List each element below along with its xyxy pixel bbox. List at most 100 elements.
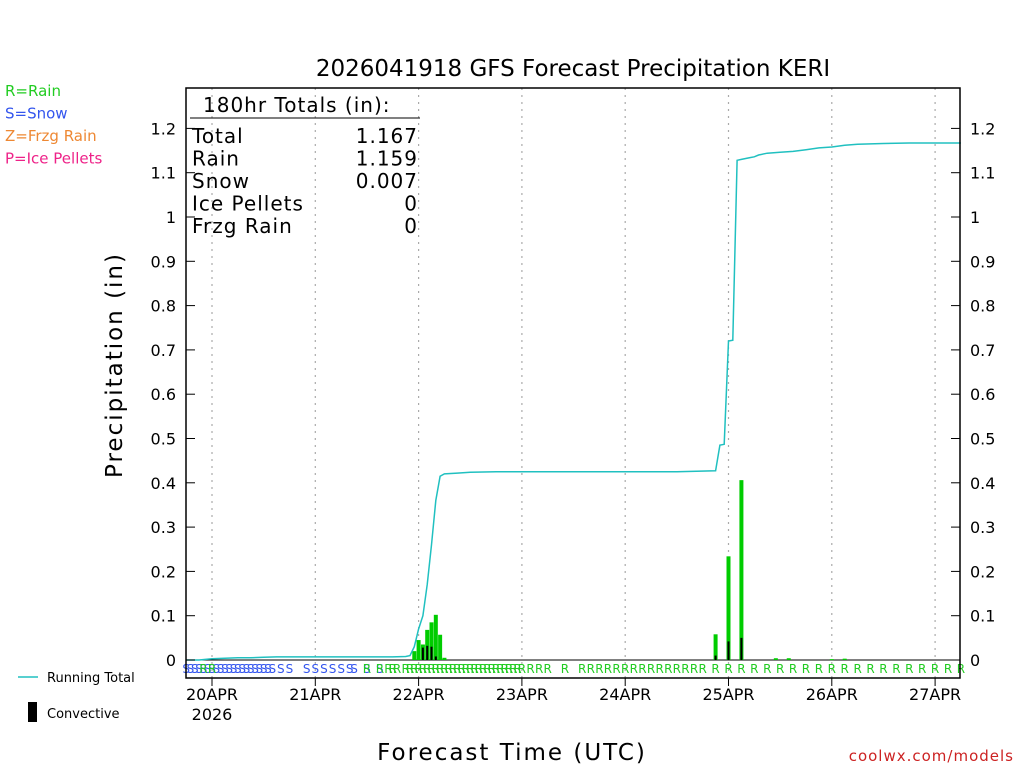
ptype-letter: R bbox=[866, 662, 874, 676]
y-tick-label: 0.8 bbox=[151, 297, 176, 316]
ptype-letter: R bbox=[509, 662, 517, 676]
y-tick-label: 0.4 bbox=[151, 474, 176, 493]
ptype-letter: R bbox=[604, 662, 612, 676]
precip-bar bbox=[773, 658, 778, 660]
year-label: 2026 bbox=[192, 705, 233, 724]
ptype-letter: R bbox=[384, 662, 392, 676]
y-tick-label: 0 bbox=[166, 651, 176, 670]
ptype-letter: R bbox=[578, 662, 586, 676]
ptype-letter: R bbox=[892, 662, 900, 676]
precip-bar bbox=[429, 622, 434, 660]
precip-bar bbox=[713, 634, 718, 660]
ptype-letter: R bbox=[737, 662, 745, 676]
totals-row-label: Total bbox=[191, 124, 244, 148]
x-tick-label: 20APR bbox=[186, 685, 238, 704]
ptype-letter: S bbox=[230, 662, 238, 676]
ptype-letter: R bbox=[815, 662, 823, 676]
ptype-letter: R bbox=[621, 662, 629, 676]
ptype-letter: R bbox=[673, 662, 681, 676]
ptype-letter: R bbox=[544, 662, 552, 676]
legend-convective-swatch bbox=[28, 702, 37, 722]
credit-text: coolwx.com/models bbox=[849, 747, 1014, 765]
y-tick-label: 0.5 bbox=[151, 430, 176, 449]
precip-bar bbox=[425, 629, 430, 660]
y-tick-label: 0.6 bbox=[151, 385, 176, 404]
legend-type-entry: Z=Frzg Rain bbox=[5, 127, 97, 145]
ptype-letter: R bbox=[475, 662, 483, 676]
ptype-letter: S bbox=[337, 662, 345, 676]
convective-bar bbox=[434, 656, 437, 660]
ptype-letter: S bbox=[286, 662, 294, 676]
ptype-letter: R bbox=[535, 662, 543, 676]
ptype-letter: R bbox=[457, 662, 465, 676]
ptype-letter: R bbox=[526, 662, 534, 676]
ptype-letter: R bbox=[944, 662, 952, 676]
precip-bar bbox=[739, 480, 744, 660]
x-axis: 20APR 21APR 22APR 23APR 24APR 25APR 26APR 27APR bbox=[186, 678, 961, 704]
ptype-letter: R bbox=[638, 662, 646, 676]
ptype-letter: R bbox=[879, 662, 887, 676]
x-tick-label: 23APR bbox=[496, 685, 548, 704]
precip-type-legend: R=Rain S=Snow Z=Frzg Rain P=Ice Pellets bbox=[5, 82, 102, 168]
precip-bar bbox=[438, 634, 443, 660]
ptype-letter: S bbox=[303, 662, 311, 676]
convective-bar bbox=[426, 645, 429, 660]
ptype-letter: S bbox=[208, 662, 216, 676]
ptype-letter: S bbox=[268, 662, 276, 676]
y-tick-label: 1.1 bbox=[151, 164, 176, 183]
totals-row-value: 1.167 bbox=[356, 124, 418, 148]
legend-type-entry: R=Rain bbox=[5, 82, 61, 100]
ptype-letter: S bbox=[251, 662, 259, 676]
ptype-letter: R bbox=[561, 662, 569, 676]
ptype-letter: R bbox=[208, 662, 216, 676]
y-tick-label: 0 bbox=[970, 651, 980, 670]
ptype-letter: S bbox=[264, 662, 272, 676]
ptype-letter: R bbox=[905, 662, 913, 676]
ptype-letter: S bbox=[350, 662, 358, 676]
ptype-letter: R bbox=[841, 662, 849, 676]
totals-row-value: 0 bbox=[404, 214, 418, 238]
ptype-letter: S bbox=[329, 662, 337, 676]
y-tick-label: 0.7 bbox=[151, 341, 176, 360]
ptype-letter: R bbox=[483, 662, 491, 676]
ptype-letter: S bbox=[195, 662, 203, 676]
legend-type-entry: P=Ice Pellets bbox=[5, 150, 102, 168]
totals-row-value: 0 bbox=[404, 192, 418, 216]
ptype-letter: S bbox=[277, 662, 285, 676]
ptype-letter: R bbox=[918, 662, 926, 676]
ptype-letter: R bbox=[470, 662, 478, 676]
ptype-letter: S bbox=[346, 662, 354, 676]
y-tick-label: 1 bbox=[166, 208, 176, 227]
ptype-letter: R bbox=[630, 662, 638, 676]
ptype-letter: R bbox=[462, 662, 470, 676]
ptype-letter: R bbox=[414, 662, 422, 676]
precip-bar bbox=[412, 651, 417, 660]
y-axis-left: 0 0.1 0.2 0.3 0.4 0.5 0.6 0.7 0.8 0.9 1 1.1 1.2 bbox=[151, 119, 195, 670]
y-tick-label: 0.7 bbox=[970, 341, 995, 360]
y-tick-label: 0.1 bbox=[151, 607, 176, 626]
ptype-letter: S bbox=[200, 662, 208, 676]
ptype-letter: R bbox=[466, 662, 474, 676]
ptype-letter: R bbox=[828, 662, 836, 676]
y-tick-label: 0.9 bbox=[151, 252, 176, 271]
totals-row-value: 1.159 bbox=[356, 147, 418, 171]
y-tick-label: 0.3 bbox=[151, 518, 176, 537]
ptype-letter: R bbox=[853, 662, 861, 676]
y-axis-label: Precipitation (in) bbox=[102, 252, 128, 478]
ptype-letter: S bbox=[320, 662, 328, 676]
ptype-letter: R bbox=[410, 662, 418, 676]
x-tick-label: 22APR bbox=[393, 685, 445, 704]
y-tick-label: 0.6 bbox=[970, 385, 995, 404]
precip-bar bbox=[786, 658, 791, 660]
x-tick-label: 24APR bbox=[599, 685, 651, 704]
precip-bar bbox=[442, 657, 447, 660]
ptype-letter: S bbox=[204, 662, 212, 676]
y-tick-label: 0.4 bbox=[970, 474, 995, 493]
ptype-letter: R bbox=[501, 662, 509, 676]
ptype-letter: S bbox=[212, 662, 220, 676]
legend-convective-label: Convective bbox=[47, 707, 120, 722]
precip-bars bbox=[412, 480, 847, 661]
convective-bar bbox=[727, 641, 730, 660]
ptype-letter: R bbox=[724, 662, 732, 676]
